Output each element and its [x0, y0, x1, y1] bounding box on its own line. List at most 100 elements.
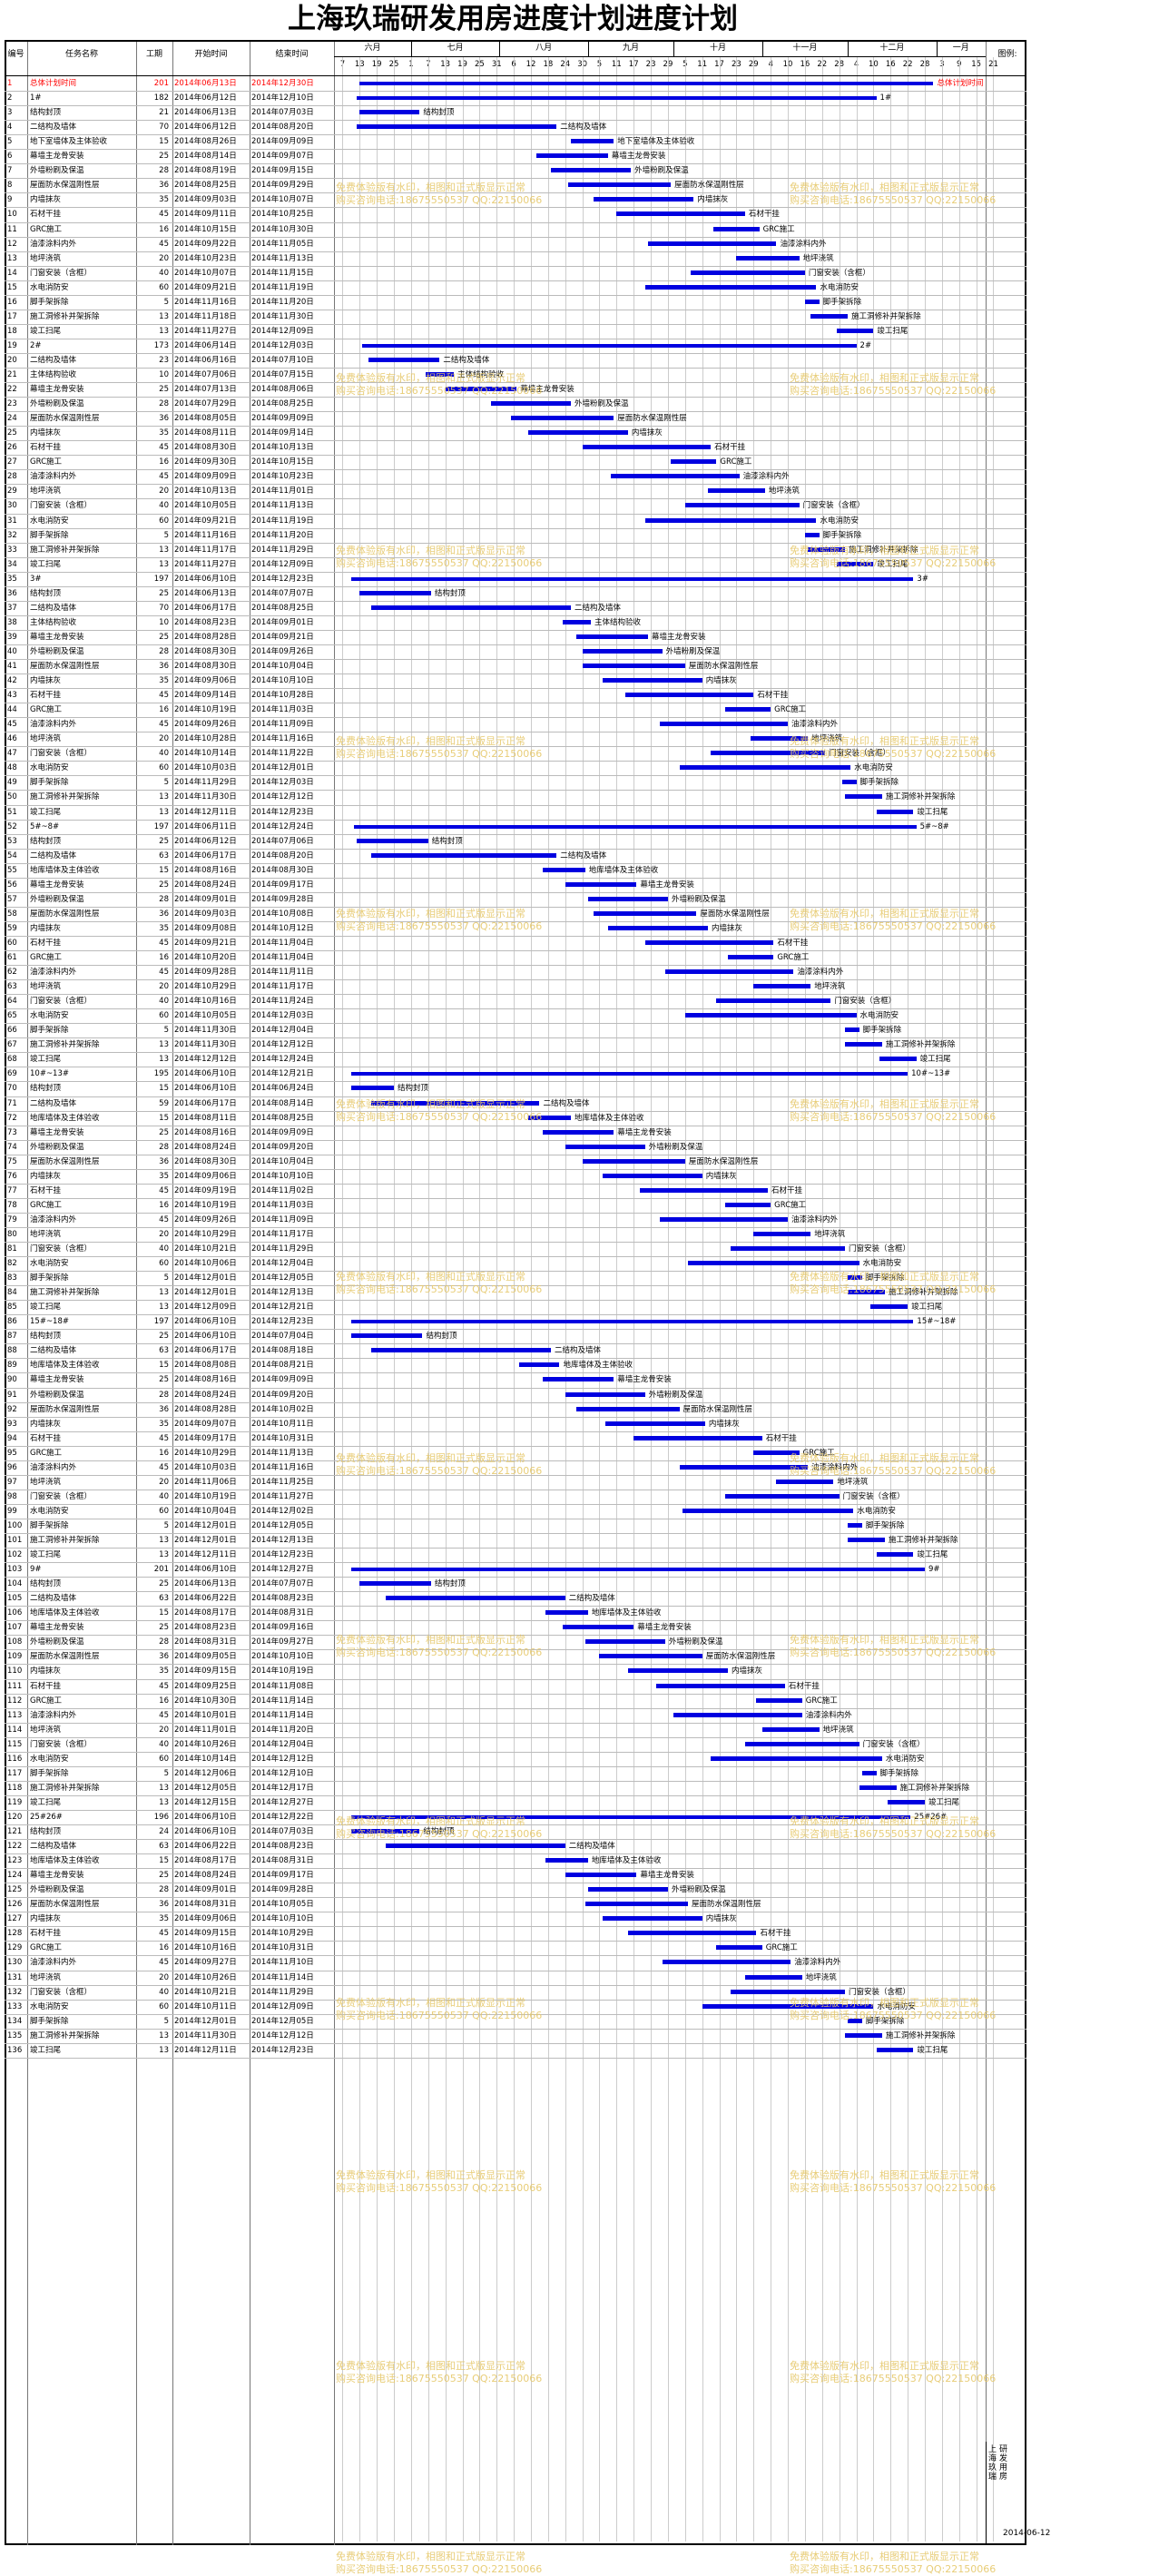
task-id: 27: [7, 457, 17, 467]
task-id: 30: [7, 501, 17, 511]
bar-label: 幕墙主龙骨安装: [611, 152, 666, 162]
task-name: 施工洞修补并架拆除: [30, 545, 100, 555]
row-divider: [5, 1751, 1026, 1753]
day-tick-label: 4: [764, 59, 777, 70]
task-end: 2014年10月10日: [251, 1171, 314, 1181]
task-id: 105: [7, 1594, 23, 1604]
task-end: 2014年12月23日: [251, 2045, 314, 2055]
task-id: 65: [7, 1011, 17, 1021]
day-tick-label: 25: [388, 59, 400, 70]
task-duration: 40: [159, 1491, 169, 1501]
task-id: 132: [7, 1987, 23, 1997]
row-divider: [5, 1052, 1026, 1054]
row-divider: [5, 1431, 1026, 1432]
bar-label: 10#~13#: [911, 1069, 951, 1079]
task-start: 2014年08月24日: [174, 1390, 237, 1400]
task-duration: 5: [163, 1026, 169, 1036]
task-end: 2014年10月04日: [251, 662, 314, 671]
task-end: 2014年10月04日: [251, 1156, 314, 1166]
month-header: 十一月: [792, 44, 818, 53]
task-end: 2014年09月09日: [251, 1127, 314, 1137]
task-duration: 13: [159, 1288, 169, 1298]
task-end: 2014年11月29日: [251, 1244, 314, 1254]
gantt-bar: [756, 1697, 802, 1703]
task-id: 33: [7, 545, 17, 555]
task-start: 2014年08月11日: [174, 428, 237, 438]
watermark-line-2: 购买咨询电话:18675550537 QQ:22150066: [790, 1828, 997, 1840]
task-id: 110: [7, 1667, 23, 1676]
task-id: 6: [7, 152, 13, 162]
task-end: 2014年12月12日: [251, 1040, 314, 1050]
row-divider: [5, 761, 1026, 762]
task-name: 屋面防水保温刚性层: [30, 1156, 100, 1166]
day-tick-label: 4: [850, 59, 863, 70]
task-name: GRC施工: [30, 1943, 63, 1953]
task-end: 2014年11月04日: [251, 938, 314, 948]
task-start: 2014年10月29日: [174, 982, 237, 992]
task-end: 2014年12月03日: [251, 340, 314, 350]
task-name: 水电消防安: [30, 282, 69, 292]
day-tick-label: 9: [953, 59, 966, 70]
row-divider: [5, 527, 1026, 529]
task-duration: 15: [159, 1113, 169, 1123]
task-id: 46: [7, 734, 17, 744]
bar-label: 水电消防安: [857, 1506, 896, 1516]
bar-label: 竣工扫尾: [919, 1055, 951, 1065]
task-end: 2014年12月09日: [251, 2001, 314, 2011]
task-start: 2014年12月11日: [174, 807, 237, 817]
row-divider: [5, 1271, 1026, 1273]
watermark: 免费体验版有水印，相图和正式版显示正常 购买咨询电话:18675550537 QQ…: [790, 545, 996, 570]
watermark-line-2: 购买咨询电话:18675550537 QQ:22150066: [790, 748, 997, 760]
task-name: 油漆涂料内外: [30, 1462, 77, 1472]
task-id: 134: [7, 2016, 23, 2026]
bar-label: 地下室墙体及主体验收: [617, 137, 695, 147]
gantt-bar: [879, 1057, 917, 1062]
task-end: 2014年09月14日: [251, 428, 314, 438]
task-duration: 13: [159, 1303, 169, 1313]
task-duration: 20: [159, 1972, 169, 1982]
task-start: 2014年06月13日: [174, 108, 237, 118]
task-name: 二结构及墙体: [30, 355, 77, 365]
gantt-bar: [679, 765, 851, 771]
day-gridline: [394, 57, 396, 2542]
task-duration: 13: [159, 1040, 169, 1050]
task-id: 37: [7, 603, 17, 613]
row-divider: [5, 1794, 1026, 1796]
gantt-bar: [565, 1391, 645, 1397]
task-end: 2014年12月04日: [251, 1259, 314, 1269]
task-id: 77: [7, 1185, 17, 1195]
task-name: 油漆涂料内外: [30, 968, 77, 978]
row-divider: [5, 1226, 1026, 1228]
watermark-line-1: 免费体验版有水印，相图和正式版显示正常: [336, 908, 525, 919]
bar-label: 石材干挂: [788, 1681, 820, 1691]
day-tick-label: 23: [730, 59, 742, 70]
task-name: 地库墙体及主体验收: [30, 1361, 100, 1371]
gantt-bar: [713, 226, 760, 231]
task-duration: 196: [153, 1812, 169, 1822]
task-end: 2014年12月27日: [251, 1565, 314, 1575]
day-tick-label: 25: [473, 59, 486, 70]
task-end: 2014年12月03日: [251, 778, 314, 788]
task-start: 2014年09月01日: [174, 894, 237, 904]
bar-label: 地坪浇筑: [768, 487, 800, 497]
bar-label: 二结构及墙体: [568, 1594, 615, 1604]
gantt-bar: [607, 925, 708, 930]
task-id: 114: [7, 1725, 23, 1735]
task-end: 2014年10月15日: [251, 457, 314, 467]
gantt-bar: [702, 2003, 874, 2009]
bar-label: 石材干挂: [765, 1433, 797, 1443]
row-divider: [5, 688, 1026, 690]
row-divider: [5, 1358, 1026, 1360]
bar-label: 外墙粉刷及保温: [671, 894, 726, 904]
task-duration: 45: [159, 443, 169, 453]
row-divider: [5, 426, 1026, 428]
task-name: 脚手架拆除: [30, 1768, 69, 1778]
task-end: 2014年08月25日: [251, 603, 314, 613]
watermark: 免费体验版有水印，相图和正式版显示正常 购买咨询电话:18675550537 QQ…: [336, 182, 542, 207]
gantt-bar: [848, 1275, 862, 1281]
watermark-line-2: 购买咨询电话:18675550537 QQ:22150066: [336, 2010, 543, 2021]
task-id: 36: [7, 588, 17, 598]
day-gridline: [342, 57, 344, 2542]
task-id: 93: [7, 1419, 17, 1429]
task-id: 62: [7, 968, 17, 978]
